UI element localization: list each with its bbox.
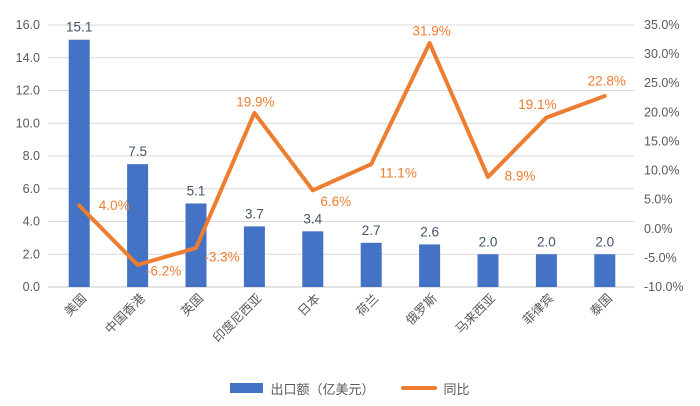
line-value-label: -6.2% [146,263,181,278]
bar [477,254,499,287]
bar-value-label: 2.7 [362,223,381,238]
bar-value-label: 2.6 [420,224,439,239]
category-label: 日本 [295,291,323,319]
chart-canvas: 16.0 14.0 12.0 10.0 8.0 6.0 4.0 2.0 0.0 35.0% 30.0… [16,18,684,346]
bar [302,231,324,287]
left-axis-tick-label: 10.0 [16,116,40,130]
right-axis-tick-label: -10.0% [644,280,684,294]
line-value-label: 8.9% [505,168,536,183]
line-value-label: 19.1% [518,97,556,112]
bar-value-label: 2.0 [595,234,614,249]
right-axis-tick-label: 35.0% [644,18,679,32]
left-axis-tick-label: 2.0 [23,247,40,261]
line-value-label: 11.1% [380,166,417,181]
legend: 出口额（亿美元） 同比 [0,374,700,402]
trend-line [77,41,607,267]
bar-series-swatch [230,383,264,393]
left-axis-tick-label: 8.0 [23,149,40,163]
category-label: 俄罗斯 [403,291,439,327]
legend-item-yoy: 同比 [400,379,470,398]
category-label: 马来西亚 [453,291,498,336]
right-axis-tick-label: 25.0% [644,76,679,90]
right-axis-tick-label: 0.0% [644,222,673,236]
legend-label-yoy: 同比 [443,381,470,397]
category-label: 泰国 [587,291,615,319]
right-axis-tick-label: 5.0% [644,193,673,207]
bar [127,164,149,287]
line-value-label: 31.9% [412,24,450,39]
legend-label-export: 出口额（亿美元） [270,381,375,397]
left-axis-tick-label: 4.0 [23,215,40,229]
left-axis-tick-label: 0.0 [23,280,40,294]
left-axis-tick-label: 6.0 [23,182,40,196]
line-value-label: 4.0% [99,198,130,213]
line-value-label: -3.3% [204,249,239,264]
category-label: 荷兰 [354,291,382,319]
bar [360,242,382,287]
category-label: 中国香港 [102,290,148,336]
bar-value-label: 2.0 [479,234,498,249]
bar-value-label: 3.4 [303,211,322,226]
right-axis-tick-label: -5.0% [644,251,677,265]
line-value-label: 19.9% [236,94,274,109]
left-axis-tick-label: 16.0 [16,18,40,32]
left-axis-tick-label: 14.0 [16,51,40,65]
category-label: 英国 [179,291,207,319]
right-axis-tick-label: 20.0% [644,105,679,119]
bar [243,226,265,287]
line-value-label: 6.6% [320,194,351,209]
right-axis-tick-label: 15.0% [644,134,679,148]
legend-item-export: 出口额（亿美元） [230,379,375,398]
line-series-swatch [400,386,437,390]
right-axis-tick-label: 30.0% [644,47,679,61]
category-label: 美国 [62,291,90,319]
left-axis-tick-label: 12.0 [16,84,40,98]
bar-value-label: 7.5 [128,144,147,159]
bar [535,254,557,287]
bar [68,39,90,287]
bar-value-label: 5.1 [187,183,206,198]
bar [419,244,441,287]
bar [594,254,616,287]
bar-value-label: 15.1 [66,20,92,35]
bar-value-label: 2.0 [537,234,556,249]
line-value-label: 22.8% [588,74,626,89]
category-label: 菲律宾 [519,291,556,328]
right-axis-tick-label: 10.0% [644,164,679,178]
category-label: 印度尼西亚 [210,291,265,346]
bar-value-label: 3.7 [245,206,264,221]
